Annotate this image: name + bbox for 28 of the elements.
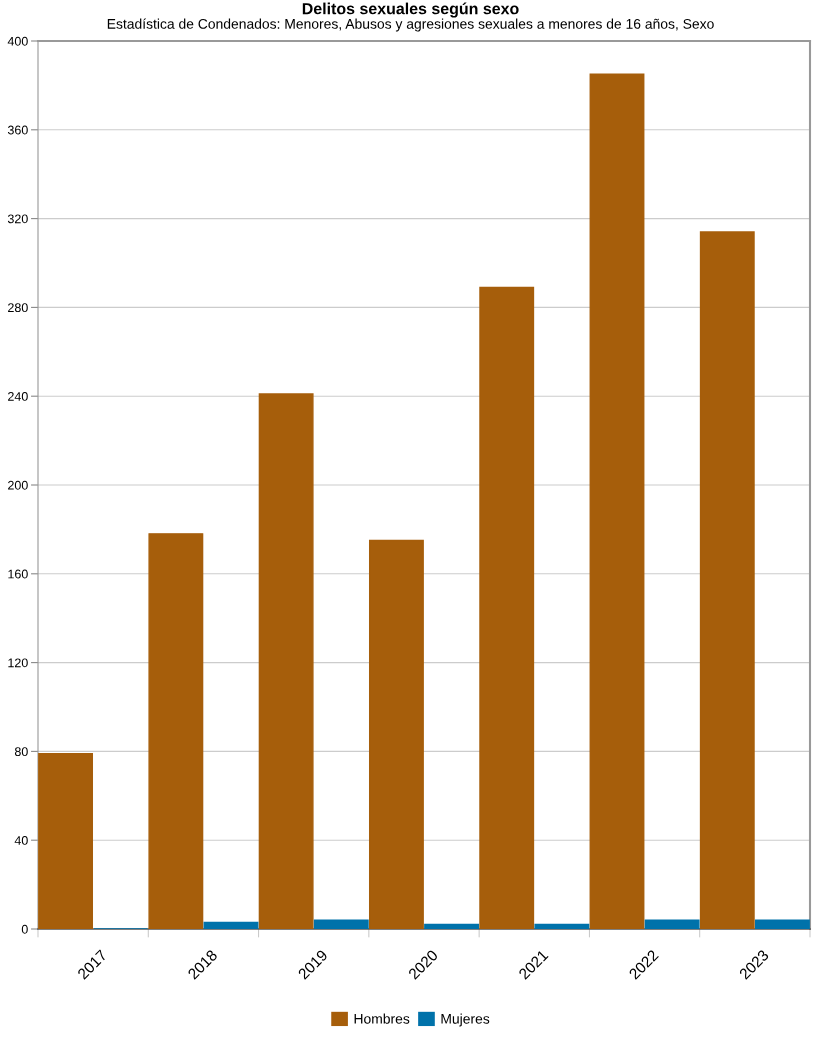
y-tick-label: 320 (7, 214, 28, 224)
bar (424, 923, 480, 929)
bar (644, 919, 700, 929)
bar (203, 921, 259, 929)
bar (148, 533, 204, 929)
y-tick-label: 40 (14, 836, 28, 845)
y-tick-label: 120 (8, 658, 28, 668)
bar (589, 73, 645, 929)
bar (368, 539, 424, 929)
bar (699, 231, 755, 929)
y-tick-label: 360 (7, 125, 28, 135)
legend-label: Hombres (354, 1013, 410, 1024)
bar (534, 923, 590, 929)
y-tick-label: 280 (8, 303, 28, 313)
bar (754, 919, 810, 929)
y-tick-label: 0 (21, 924, 28, 934)
bar (313, 919, 369, 929)
chart-title: Delitos sexuales según sexo (302, 2, 519, 18)
y-tick-label: 200 (8, 480, 28, 490)
y-tick-label: 80 (14, 747, 28, 757)
chart-subtitle: Estadística de Condenados: Menores, Abusos y agresiones sexuales a menores de 16 años, Sexo (107, 18, 714, 32)
bar (479, 286, 535, 929)
bar (258, 393, 314, 929)
bar (38, 752, 94, 929)
legend-label: Mujeres (441, 1013, 490, 1027)
y-tick-label: 160 (8, 569, 28, 579)
y-tick-label: 400 (7, 36, 28, 46)
y-tick-label: 240 (8, 392, 28, 401)
